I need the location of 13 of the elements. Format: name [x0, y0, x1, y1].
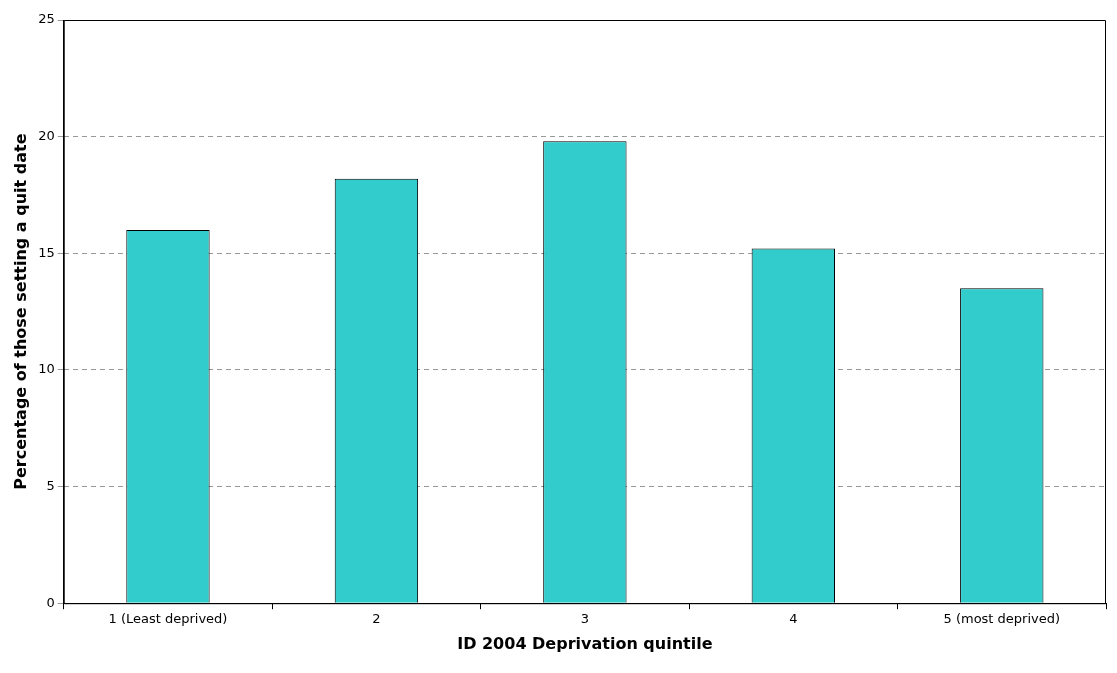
- x-tick-label: 2: [372, 611, 381, 627]
- x-tick-label: 4: [789, 611, 798, 627]
- x-axis-title: ID 2004 Deprivation quintile: [457, 633, 713, 653]
- y-tick-label: 0: [46, 594, 55, 610]
- y-tick-label: 10: [38, 361, 55, 377]
- y-tick-label: 15: [38, 244, 55, 260]
- x-tick-label: 1 (Least deprived): [108, 611, 228, 627]
- x-tick-label: 3: [580, 611, 590, 627]
- y-tick-label: 5: [46, 477, 55, 493]
- y-tick-label: 20: [38, 128, 55, 144]
- y-tick-label: 25: [38, 11, 55, 27]
- y-axis-title: Percentage of those setting a quit date: [10, 133, 30, 490]
- x-tick-label: 5 (most deprived): [943, 611, 1061, 627]
